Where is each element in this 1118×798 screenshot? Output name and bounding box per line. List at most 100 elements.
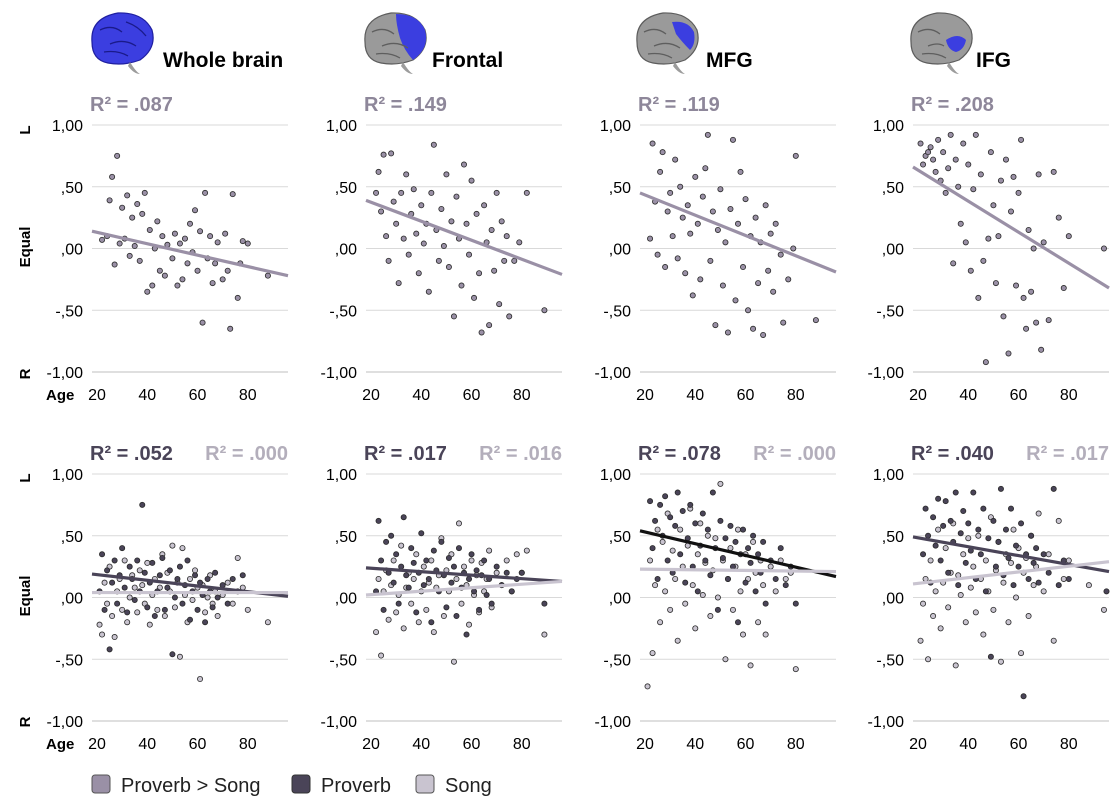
data-point — [403, 171, 410, 178]
data-point — [181, 235, 188, 242]
data-point — [455, 520, 462, 527]
data-point — [935, 526, 942, 533]
r2-label: R² = .000 — [205, 443, 288, 465]
data-point — [176, 240, 183, 247]
y-tick-label: -,50 — [603, 303, 631, 320]
data-point — [1050, 637, 1057, 644]
data-point — [212, 569, 219, 576]
data-point — [649, 650, 656, 657]
y-tick-label: -1,00 — [595, 714, 632, 731]
x-tick-label: 20 — [909, 736, 927, 753]
data-point — [1065, 233, 1072, 240]
data-point — [925, 532, 932, 539]
data-point — [1010, 526, 1017, 533]
data-point — [109, 173, 116, 180]
data-point — [687, 501, 694, 508]
x-tick-label: 80 — [1060, 736, 1078, 753]
data-point — [674, 489, 681, 496]
whole-brain-icon — [91, 12, 154, 74]
data-point — [760, 331, 767, 338]
data-point — [664, 208, 671, 215]
data-point — [445, 264, 452, 271]
data-point — [697, 520, 704, 527]
data-point — [513, 551, 520, 558]
data-point — [388, 150, 395, 157]
data-point — [179, 545, 186, 552]
data-point — [672, 522, 679, 529]
data-point — [440, 613, 447, 620]
data-point — [438, 538, 445, 545]
data-point — [662, 588, 669, 595]
series-points-proverb — [647, 489, 799, 626]
data-point — [664, 557, 671, 564]
x-tick-label: 80 — [787, 387, 805, 404]
data-point — [124, 609, 131, 616]
data-point — [654, 575, 661, 582]
data-point — [682, 600, 689, 607]
data-point — [644, 683, 651, 690]
data-point — [672, 156, 679, 163]
data-point — [652, 582, 659, 589]
data-point — [917, 140, 924, 147]
data-point — [995, 233, 1002, 240]
data-point — [760, 538, 767, 545]
data-point — [1035, 579, 1042, 586]
data-point — [491, 267, 498, 274]
y-tick-label: -1,00 — [321, 365, 358, 382]
fit-line — [365, 198, 563, 276]
data-point — [704, 532, 711, 539]
data-point — [438, 205, 445, 212]
data-point — [960, 508, 967, 515]
data-point — [174, 575, 181, 582]
data-point — [159, 554, 166, 561]
data-point — [647, 498, 654, 505]
data-point — [224, 267, 231, 274]
data-point — [214, 613, 221, 620]
data-point — [234, 294, 241, 301]
data-point — [443, 604, 450, 611]
data-point — [468, 557, 475, 564]
data-point — [997, 485, 1004, 492]
data-point — [1018, 650, 1025, 657]
data-point — [169, 255, 176, 262]
data-point — [448, 579, 455, 586]
data-point — [772, 588, 779, 595]
data-point — [927, 144, 934, 151]
data-point — [428, 189, 435, 196]
data-point — [1040, 551, 1047, 558]
data-point — [119, 545, 126, 552]
series-points-song — [96, 542, 271, 683]
x-tick-label: 20 — [362, 736, 380, 753]
data-point — [202, 609, 209, 616]
data-point — [724, 329, 731, 336]
data-point — [239, 238, 246, 245]
data-point — [657, 619, 664, 626]
data-point — [385, 616, 392, 623]
data-point — [975, 526, 982, 533]
data-point — [1060, 575, 1067, 582]
data-point — [674, 637, 681, 644]
data-point — [790, 245, 797, 252]
data-point — [488, 226, 495, 233]
x-tick-label: 60 — [189, 387, 207, 404]
data-point — [96, 621, 103, 628]
y-tick-label: ,00 — [609, 591, 631, 608]
fit-line — [912, 560, 1110, 586]
data-point — [735, 220, 742, 227]
fit-line — [912, 165, 1110, 290]
data-point — [747, 559, 754, 566]
fit-line — [365, 566, 563, 584]
y-tick-label: -1,00 — [47, 365, 84, 382]
data-point — [395, 280, 402, 287]
data-point — [506, 313, 513, 320]
data-point — [702, 165, 709, 172]
data-point — [697, 276, 704, 283]
data-point — [428, 557, 435, 564]
data-point — [131, 584, 138, 591]
data-point — [952, 489, 959, 496]
data-point — [541, 631, 548, 638]
data-point — [1000, 313, 1007, 320]
data-point — [405, 251, 412, 258]
data-point — [109, 613, 116, 620]
y-tick-label: -,50 — [876, 303, 904, 320]
